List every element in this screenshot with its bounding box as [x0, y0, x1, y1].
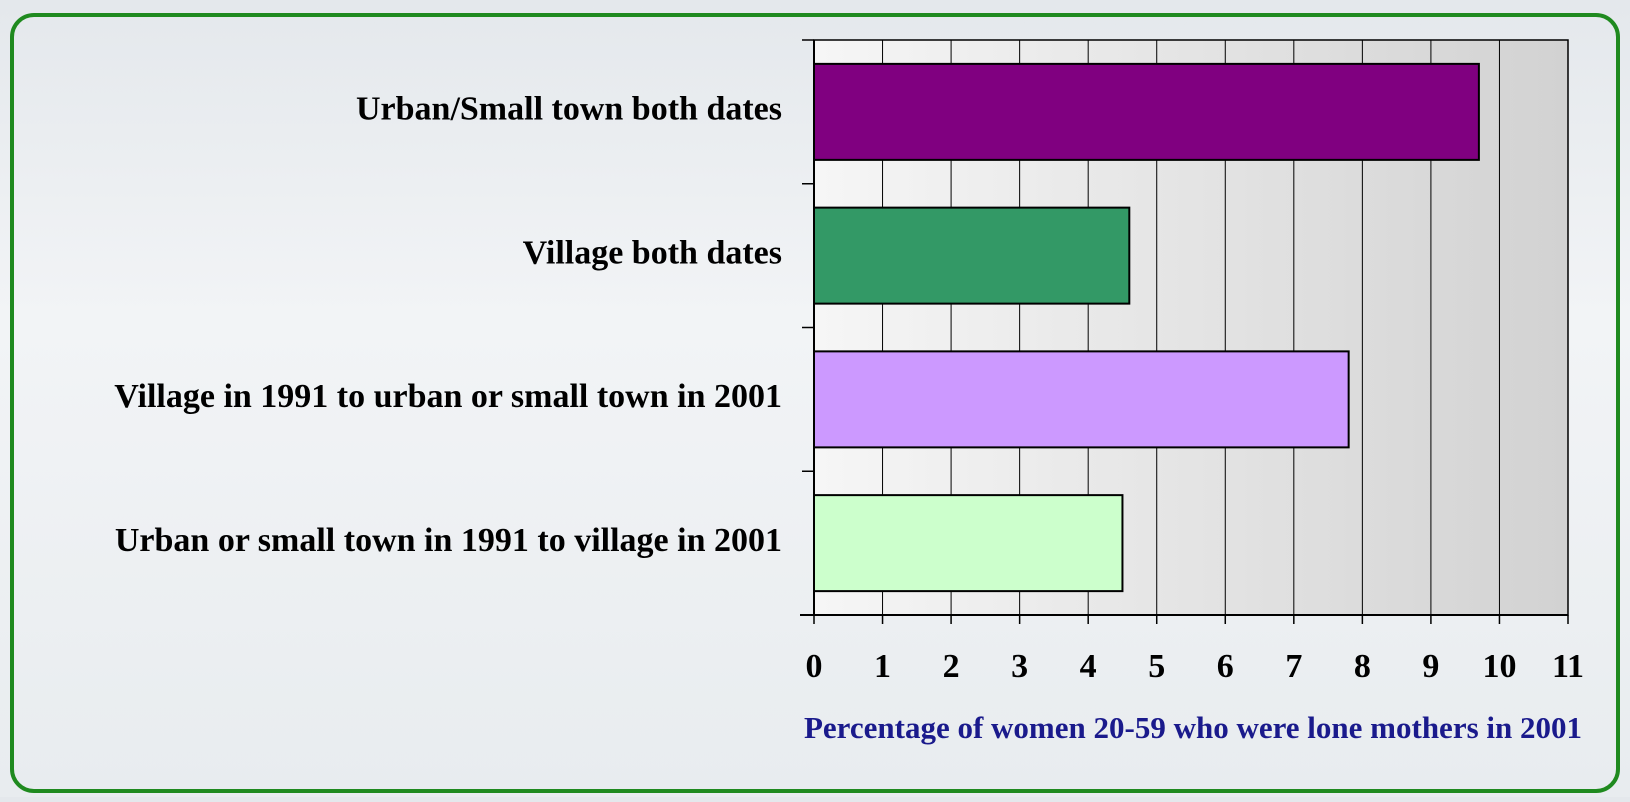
x-tick-label: 4 [1080, 648, 1097, 685]
x-tick-label: 2 [943, 648, 960, 685]
x-tick-label: 8 [1354, 648, 1371, 685]
y-tick-label: Village in 1991 to urban or small town i… [114, 378, 782, 415]
x-tick-label: 6 [1217, 648, 1234, 685]
x-tick-label: 9 [1422, 648, 1439, 685]
y-tick-label: Urban or small town in 1991 to village i… [115, 522, 782, 559]
x-tick-label: 3 [1011, 648, 1028, 685]
y-tick-label: Village both dates [523, 234, 782, 271]
bar [814, 351, 1349, 447]
x-tick-label: 5 [1148, 648, 1165, 685]
x-tick-label: 1 [874, 648, 891, 685]
bar [814, 208, 1129, 304]
x-tick-label: 10 [1482, 648, 1516, 685]
x-axis-title: Percentage of women 20-59 who were lone … [804, 710, 1582, 745]
y-tick-label: Urban/Small town both dates [356, 91, 782, 128]
bar [814, 64, 1479, 160]
chart: Percentage of women 20-59 who were lone … [0, 0, 1630, 797]
x-tick-label: 11 [1552, 648, 1584, 685]
x-tick-label: 7 [1285, 648, 1302, 685]
x-tick-label: 0 [806, 648, 823, 685]
bar [814, 495, 1122, 591]
